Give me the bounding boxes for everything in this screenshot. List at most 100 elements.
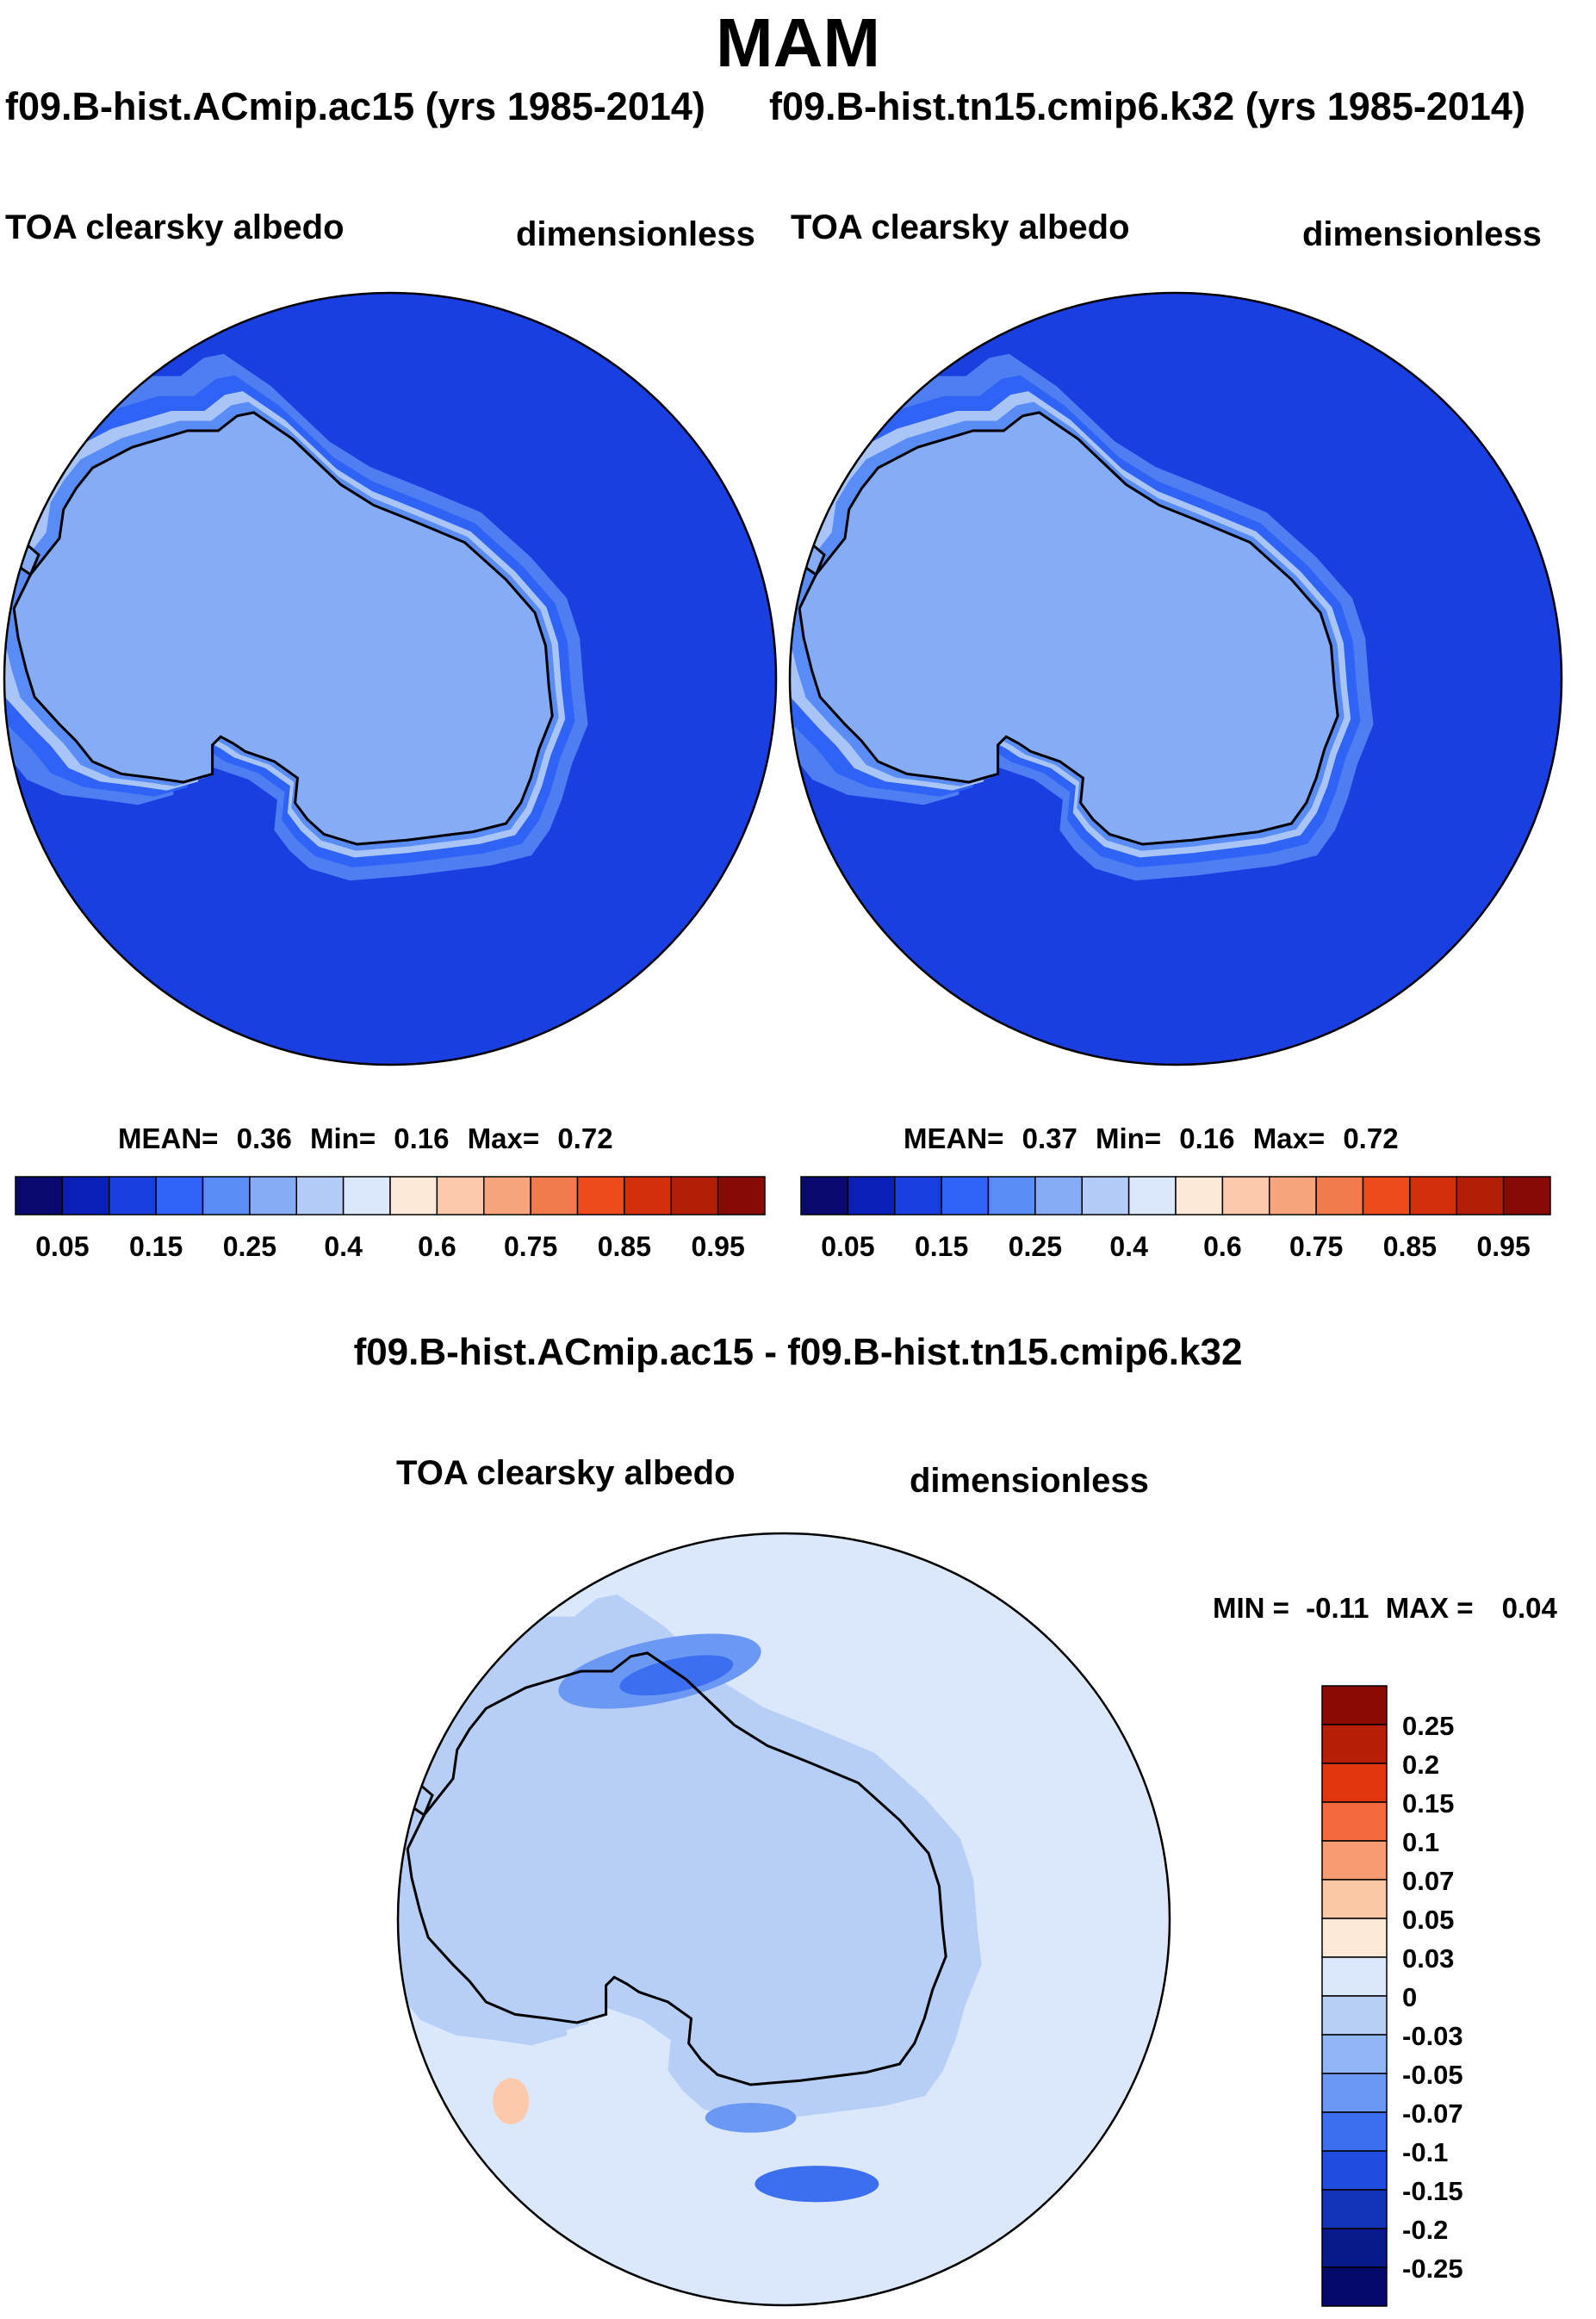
colorbar-swatch [1362,1176,1411,1215]
panel3-max-value: 0.04 [1501,1592,1557,1624]
colorbar-tick-label: -0.25 [1402,2254,1463,2284]
panel2-min-label: Min= [1096,1122,1162,1154]
colorbar-swatch [1409,1176,1457,1215]
colorbar-tick-label: 0.15 [129,1231,183,1262]
colorbar-tick-label: 0.25 [1009,1231,1062,1262]
panel1-min-label: Min= [310,1122,376,1154]
colorbar-swatch [530,1176,579,1215]
map-panel-0 [3,291,778,1066]
colorbar-swatch [109,1176,157,1215]
colorbar-swatch [800,1176,849,1215]
colorbar-swatch [1081,1176,1130,1215]
colorbar-swatch [847,1176,896,1215]
colorbar-tick-label: -0.05 [1402,2060,1463,2090]
bellingshausen-anomaly [398,1754,406,1887]
colorbar-tick-label: 0.25 [1402,1711,1454,1741]
colorbar-swatch [1502,1176,1551,1215]
colorbar-swatch [1456,1176,1505,1215]
colorbar-swatch [1321,1879,1388,1919]
colorbar-tick-label: 0.15 [915,1231,968,1262]
colorbar-swatch [1321,2073,1388,2113]
panel1-mean-value: 0.36 [236,1122,292,1154]
panel3-variable: TOA clearsky albedo [396,1454,736,1492]
colorbar-tick-label: 0.95 [1476,1231,1530,1262]
colorbar-swatch [61,1176,110,1215]
panel3-min-label: MIN = [1213,1592,1289,1624]
map-border [3,291,778,1066]
panel2-stats: MEAN= 0.37 Min= 0.16 Max= 0.72 [904,1122,1399,1155]
colorbar-swatch [436,1176,485,1215]
colorbar-tick-label: 0.05 [1402,1905,1454,1935]
colorbar-swatch [1315,1176,1364,1215]
colorbar-swatch [987,1176,1036,1215]
colorbar-tick-label: -0.1 [1402,2137,1448,2167]
colorbar-swatch [1321,1995,1388,2036]
colorbar-2: 0.25 0.2 0.15 0.1 0.07 0.05 0.03 0 -0.03 -0.05 -0.… [1321,1685,1463,2307]
colorbar-swatch [155,1176,204,1215]
colorbar-swatch [342,1176,391,1215]
colorbar-swatch [1321,1685,1388,1725]
panel2-max-label: Max= [1252,1122,1326,1154]
ross-anomaly [755,2166,879,2203]
colorbar-tick-label: -0.03 [1402,2021,1463,2051]
ross-anomaly-outer [705,2103,797,2133]
panel2-units: dimensionless [1302,215,1542,253]
panel2-title: f09.B-hist.tn15.cmip6.k32 (yrs 1985-2014… [769,84,1525,128]
colorbar-swatch [1034,1176,1083,1215]
panel2-max-value: 0.72 [1343,1122,1399,1154]
colorbar-tick-label: 0.03 [1402,1943,1454,1974]
colorbar-tick-label: 0.85 [1383,1231,1437,1262]
colorbar-swatch [1269,1176,1317,1215]
colorbar-swatch [1321,2150,1388,2191]
colorbar-tick-label: 0.15 [1402,1788,1454,1819]
colorbar-tick-label: 0.1 [1402,1827,1439,1857]
panel1-max-value: 0.72 [557,1122,613,1154]
colorbar-swatch [1321,1956,1388,1997]
panel2-min-value: 0.16 [1179,1122,1235,1154]
figure-title: MAM [715,4,881,81]
panel1-max-label: Max= [467,1122,540,1154]
colorbar-swatch [670,1176,719,1215]
colorbar-swatch [249,1176,297,1215]
colorbar-tick-label: 0.75 [1289,1231,1343,1262]
colorbar-swatch [1321,1724,1388,1764]
panel1-units: dimensionless [516,215,755,253]
colorbar-tick-label: -0.2 [1402,2215,1448,2245]
colorbar-swatch [1221,1176,1270,1215]
positive-anomaly [493,2078,530,2125]
colorbar-swatch [1321,1801,1388,1842]
colorbar-swatch [483,1176,531,1215]
colorbar-swatch [1321,2189,1388,2229]
colorbar-swatch [1127,1176,1177,1215]
colorbar-swatch [941,1176,990,1215]
colorbar-tick-label: 0.6 [1203,1231,1241,1262]
colorbar-tick-label: 0.25 [223,1231,276,1262]
panel1-title: f09.B-hist.ACmip.ac15 (yrs 1985-2014) [5,84,705,128]
panel1-min-value: 0.16 [394,1122,450,1154]
panel1-variable: TOA clearsky albedo [5,208,345,246]
colorbar-swatch [894,1176,942,1215]
colorbar-swatch [295,1176,345,1215]
colorbar-tick-label: 0 [1402,1982,1417,2012]
colorbar-swatch [624,1176,672,1215]
colorbar-swatch [1321,2266,1388,2307]
colorbar-tick-label: 0.2 [1402,1750,1439,1780]
colorbar-tick-label: 0.05 [821,1231,874,1262]
map-border [788,291,1563,1066]
colorbar-swatch [202,1176,251,1215]
panel3-stats: MIN = -0.11 MAX = 0.04 [1213,1592,1557,1625]
colorbar-swatch [1321,2228,1388,2268]
colorbar-tick-label: -0.15 [1402,2176,1463,2206]
panel2-variable: TOA clearsky albedo [791,208,1130,246]
panel3-max-label: MAX = [1385,1592,1474,1624]
colorbar-tick-label: -0.07 [1402,2098,1463,2129]
map-border [396,1532,1171,2307]
colorbar-swatch [1321,2034,1388,2074]
panel3-title: f09.B-hist.ACmip.ac15 - f09.B-hist.tn15.… [353,1331,1243,1373]
map-panel-1 [788,291,1563,1066]
colorbar-0: 0.05 0.15 0.25 0.4 0.6 0.75 0.85 0.95 [15,1176,766,1262]
colorbar-tick-label: 0.05 [35,1231,89,1262]
colorbar-tick-label: 0.6 [418,1231,456,1262]
colorbar-tick-label: 0.75 [504,1231,557,1262]
